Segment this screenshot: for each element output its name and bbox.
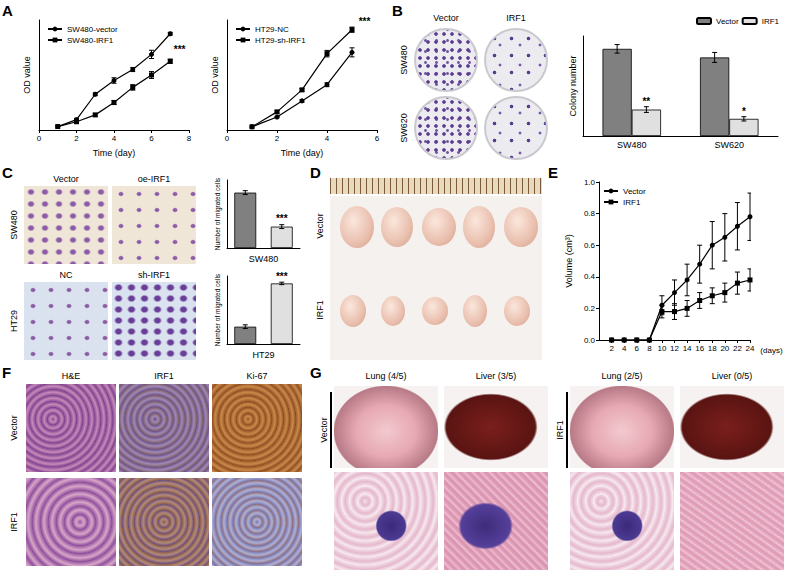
html-text:sh-IRF1: sh-IRF1 <box>138 270 170 280</box>
html-text:Ki-67: Ki-67 <box>246 371 268 381</box>
html-text:Lung (2/5): Lung (2/5) <box>601 371 643 381</box>
svg-text:***: *** <box>276 271 288 282</box>
svg-text:***: *** <box>359 16 371 27</box>
svg-text:4: 4 <box>325 134 330 143</box>
svg-text:SW480-vector: SW480-vector <box>67 25 118 34</box>
html-text:IRF1: IRF1 <box>506 13 526 23</box>
html-text:F: F <box>2 364 12 381</box>
svg-text:4: 4 <box>622 344 627 353</box>
svg-text:24: 24 <box>746 344 755 353</box>
svg-text:0.8: 0.8 <box>584 209 596 218</box>
html-text:IRF1: IRF1 <box>154 371 174 381</box>
html-text:IRF1: IRF1 <box>315 300 325 320</box>
svg-text:0.0: 0.0 <box>584 336 596 345</box>
svg-text:22: 22 <box>733 344 742 353</box>
svg-text:6: 6 <box>149 134 154 143</box>
html-text:A: A <box>2 2 13 19</box>
html-text:B: B <box>392 2 403 19</box>
svg-text:6: 6 <box>375 134 380 143</box>
svg-text:0.4: 0.4 <box>584 272 596 281</box>
svg-text:Number of migrated cells: Number of migrated cells <box>214 177 222 250</box>
svg-text:10: 10 <box>657 344 666 353</box>
svg-text:OD value: OD value <box>22 56 32 94</box>
svg-text:1.0: 1.0 <box>584 178 596 187</box>
html-text:Liver (3/5): Liver (3/5) <box>475 371 517 381</box>
svg-text:**: ** <box>642 96 650 107</box>
html-text:C: C <box>2 164 13 181</box>
html-text:Vector: Vector <box>9 415 19 441</box>
svg-text:14: 14 <box>683 344 692 353</box>
svg-text:8: 8 <box>647 344 652 353</box>
html-text:G: G <box>310 364 322 381</box>
svg-text:Number of migrated cells: Number of migrated cells <box>214 273 222 346</box>
svg-text:4: 4 <box>112 134 117 143</box>
svg-text:0.6: 0.6 <box>584 241 596 250</box>
svg-text:HT29-NC: HT29-NC <box>255 25 289 34</box>
html-text:IRF1: IRF1 <box>555 420 565 440</box>
html-text:NC: NC <box>59 270 73 280</box>
svg-text:SW480-IRF1: SW480-IRF1 <box>67 36 114 45</box>
svg-text:16: 16 <box>695 344 704 353</box>
svg-text:0: 0 <box>225 134 230 143</box>
html-text:SW480: SW480 <box>399 45 409 75</box>
svg-text:6: 6 <box>635 344 640 353</box>
html-text:Vector: Vector <box>319 417 329 443</box>
svg-text:2: 2 <box>74 134 79 143</box>
html-text:Vector: Vector <box>53 174 79 184</box>
html-text:Liver (0/5): Liver (0/5) <box>711 371 753 381</box>
svg-text:SW480: SW480 <box>249 254 279 264</box>
svg-text:SW480: SW480 <box>617 140 647 150</box>
svg-text:SW620: SW620 <box>714 140 744 150</box>
svg-text:HT29: HT29 <box>252 350 274 360</box>
svg-text:IRF1: IRF1 <box>762 17 780 26</box>
html-text:Vector: Vector <box>433 13 459 23</box>
svg-text:2: 2 <box>275 134 280 143</box>
html-text:D: D <box>310 164 321 181</box>
svg-text:***: *** <box>174 44 186 55</box>
html-text:oe-IRF1: oe-IRF1 <box>137 174 171 184</box>
svg-text:Time (day): Time (day) <box>93 148 136 158</box>
svg-text:IRF1: IRF1 <box>623 198 641 207</box>
svg-text:Colony number: Colony number <box>568 55 578 116</box>
svg-text:Time (day): Time (day) <box>281 148 324 158</box>
svg-text:8: 8 <box>187 134 192 143</box>
svg-text:***: *** <box>276 213 288 224</box>
svg-text:OD value: OD value <box>210 56 220 94</box>
html-text:Vector: Vector <box>315 213 325 239</box>
svg-text:20: 20 <box>720 344 729 353</box>
svg-text:Volume (cm³): Volume (cm³) <box>564 234 574 288</box>
html-text:Lung (4/5): Lung (4/5) <box>365 371 407 381</box>
svg-text:0: 0 <box>37 134 42 143</box>
svg-text:0.2: 0.2 <box>584 304 596 313</box>
svg-text:HT29-sh-IRF1: HT29-sh-IRF1 <box>255 36 306 45</box>
svg-text:Vector: Vector <box>623 187 646 196</box>
html-text:H&E: H&E <box>61 371 81 381</box>
svg-text:2: 2 <box>609 344 614 353</box>
svg-text:Vector: Vector <box>716 17 739 26</box>
svg-text:*: * <box>742 106 746 117</box>
html-text:SW480: SW480 <box>9 210 19 240</box>
html-text:IRF1: IRF1 <box>9 512 19 532</box>
html-text:HT29: HT29 <box>9 310 19 332</box>
html-text:SW620: SW620 <box>399 113 409 143</box>
svg-text:12: 12 <box>670 344 679 353</box>
html-text:E: E <box>548 164 558 181</box>
svg-text:(days): (days) <box>760 346 783 355</box>
svg-text:18: 18 <box>708 344 717 353</box>
